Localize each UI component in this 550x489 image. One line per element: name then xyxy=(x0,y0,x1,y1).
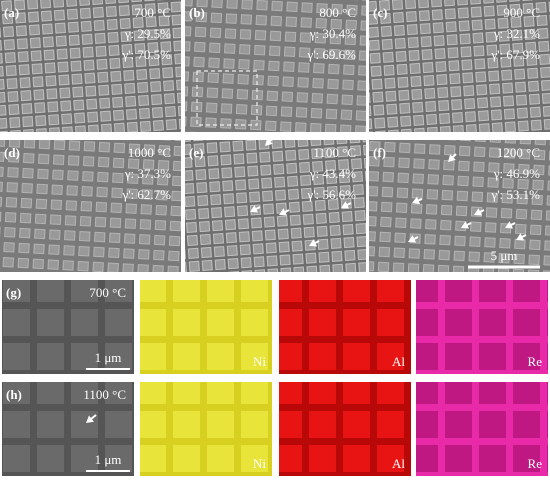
eds-map xyxy=(279,382,411,476)
arrow-head xyxy=(412,196,420,205)
arrow-head xyxy=(474,208,483,216)
scale-bar-label: 1 μm xyxy=(95,452,122,467)
temperature: 1100 °C xyxy=(83,387,126,402)
element-label: Re xyxy=(528,456,543,471)
panel-label: (g) xyxy=(6,285,21,300)
gamma-prime-fraction: γ': 69.6% xyxy=(306,47,356,62)
arrow-head xyxy=(516,233,525,241)
eds-map xyxy=(416,280,548,374)
eds-map xyxy=(416,382,548,476)
arrow-head xyxy=(250,205,259,213)
panel-label: (d) xyxy=(4,145,20,160)
gamma-prime-fraction: γ': 67.9% xyxy=(490,47,540,62)
arrow-head xyxy=(505,221,514,229)
panel-label: (e) xyxy=(189,145,203,160)
panel-label: (f) xyxy=(373,145,386,160)
element-label: Ni xyxy=(253,354,266,369)
gamma-fraction: γ: 29.5% xyxy=(124,26,171,41)
arrow-head xyxy=(461,221,470,229)
panel-label: (h) xyxy=(6,387,22,402)
sem-image xyxy=(2,382,134,476)
gamma-prime-fraction: γ': 53.1% xyxy=(490,187,540,202)
arrow-head xyxy=(279,208,288,216)
gamma-fraction: γ: 46.9% xyxy=(493,166,540,181)
arrow-head xyxy=(309,239,318,247)
arrow-head xyxy=(408,235,417,243)
element-label: Al xyxy=(392,354,405,369)
arrow-head xyxy=(341,201,350,209)
sem-image xyxy=(185,0,366,132)
arrow-head xyxy=(86,415,94,423)
panel-label: (a) xyxy=(4,5,19,20)
sem-image xyxy=(185,140,366,272)
gamma-fraction: γ: 43.4% xyxy=(309,166,356,181)
eds-map xyxy=(140,280,272,374)
sem-image xyxy=(369,140,550,272)
sem-image xyxy=(369,0,550,132)
sem-image xyxy=(0,0,181,132)
gamma-fraction: γ: 37.3% xyxy=(124,166,171,181)
temperature: 700 °C xyxy=(134,5,171,20)
temperature: 800 °C xyxy=(319,5,356,20)
temperature: 1000 °C xyxy=(128,145,171,160)
eds-map xyxy=(140,382,272,476)
temperature: 1200 °C xyxy=(497,145,540,160)
gamma-fraction: γ: 32.1% xyxy=(493,26,540,41)
temperature: 900 °C xyxy=(503,5,540,20)
arrow-head xyxy=(265,138,273,146)
element-label: Al xyxy=(392,456,405,471)
gamma-prime-fraction: γ': 56.6% xyxy=(306,187,356,202)
temperature: 700 °C xyxy=(89,285,126,300)
sem-image xyxy=(0,140,181,272)
scale-bar-label: 5 μm xyxy=(491,248,518,263)
panel-label: (c) xyxy=(373,5,387,20)
panel-label: (b) xyxy=(189,5,205,20)
zoom-box xyxy=(196,70,258,126)
element-label: Re xyxy=(528,354,543,369)
scale-bar-label: 1 μm xyxy=(95,350,122,365)
eds-map xyxy=(279,280,411,374)
element-label: Ni xyxy=(253,456,266,471)
gamma-prime-fraction: γ': 62.7% xyxy=(121,187,171,202)
gamma-fraction: γ: 30.4% xyxy=(309,26,356,41)
arrow-head xyxy=(448,154,456,162)
temperature: 1100 °C xyxy=(313,145,356,160)
gamma-prime-fraction: γ': 70.5% xyxy=(121,47,171,62)
sem-image xyxy=(2,280,134,374)
